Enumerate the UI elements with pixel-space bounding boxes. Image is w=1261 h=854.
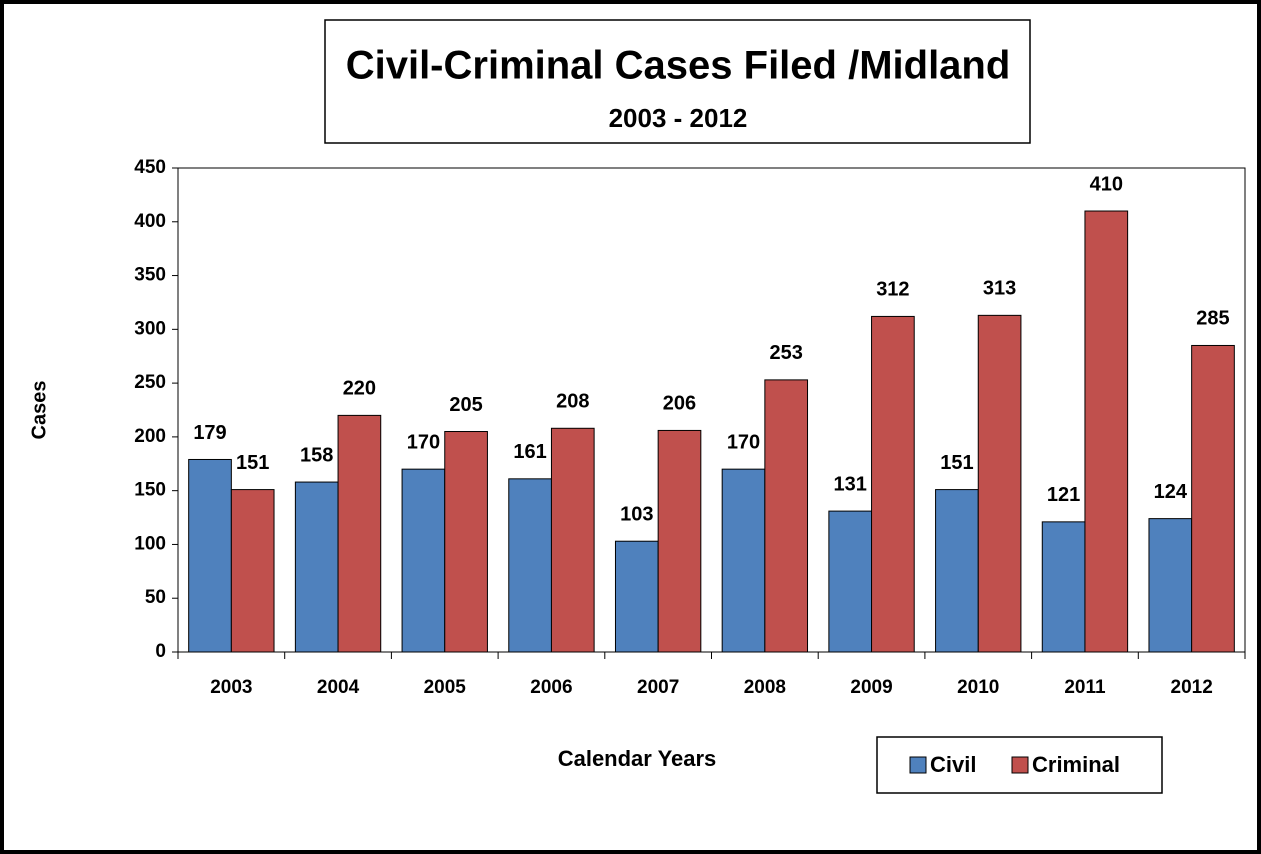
y-tick-label: 300	[134, 318, 166, 339]
data-label: 312	[876, 279, 909, 301]
data-label: 285	[1196, 308, 1229, 330]
legend-swatch	[1011, 756, 1029, 774]
bar	[188, 458, 232, 653]
y-tick-label: 200	[134, 426, 166, 447]
y-tick-label: 50	[145, 587, 166, 608]
bar	[977, 314, 1022, 653]
x-tick-label: 2011	[1064, 677, 1106, 698]
data-label: 410	[1090, 173, 1123, 195]
y-tick-label: 450	[134, 157, 166, 178]
data-label: 158	[300, 444, 333, 466]
x-tick-label: 2003	[210, 677, 252, 698]
data-label: 103	[620, 503, 653, 525]
x-axis-label: Calendar Years	[558, 746, 717, 771]
x-tick-label: 2012	[1171, 677, 1213, 698]
bar	[657, 429, 702, 653]
y-tick-label: 350	[134, 265, 166, 286]
y-tick-label: 100	[134, 533, 166, 554]
y-axis-label: Cases	[28, 381, 50, 440]
bar	[721, 468, 766, 653]
x-tick-label: 2007	[637, 677, 679, 698]
bar	[935, 489, 979, 653]
legend-label: Civil	[930, 752, 976, 777]
bar	[764, 379, 809, 653]
y-tick-label: 400	[134, 211, 166, 232]
data-label: 121	[1047, 484, 1080, 506]
bar	[871, 315, 915, 653]
bar	[828, 510, 873, 653]
data-label: 179	[193, 422, 226, 444]
data-label: 253	[770, 342, 803, 364]
bar	[1084, 210, 1129, 653]
data-label: 208	[556, 391, 589, 413]
data-label: 220	[343, 378, 376, 400]
chart-subtitle: 2003 - 2012	[609, 103, 748, 133]
data-label: 124	[1154, 481, 1188, 503]
bar	[1148, 518, 1193, 653]
legend-label: Criminal	[1032, 752, 1120, 777]
bar	[230, 489, 275, 653]
data-label: 170	[727, 431, 760, 453]
data-label: 131	[834, 473, 867, 495]
bar	[614, 540, 659, 653]
y-tick-label: 0	[155, 641, 166, 662]
data-label: 205	[449, 394, 482, 416]
x-tick-label: 2010	[957, 677, 999, 698]
bar	[1191, 344, 1235, 653]
bar	[1041, 521, 1086, 653]
bar	[444, 431, 488, 653]
x-tick-label: 2005	[424, 677, 467, 698]
data-label: 170	[407, 431, 440, 453]
bar	[550, 427, 595, 653]
bar	[401, 468, 446, 653]
bar	[508, 478, 552, 653]
data-label: 161	[513, 441, 546, 463]
y-tick-label: 250	[134, 372, 166, 393]
x-tick-label: 2004	[317, 677, 360, 698]
bar	[294, 481, 339, 653]
legend-swatch	[909, 756, 927, 774]
data-label: 151	[940, 452, 973, 474]
x-tick-label: 2006	[530, 677, 572, 698]
bar	[337, 414, 382, 653]
x-tick-label: 2008	[744, 677, 786, 698]
x-tick-label: 2009	[850, 677, 892, 698]
data-label: 206	[663, 393, 696, 415]
data-label: 313	[983, 278, 1016, 300]
y-tick-label: 150	[134, 480, 166, 501]
chart-title: Civil-Criminal Cases Filed /Midland	[346, 44, 1011, 88]
title-box	[324, 19, 1031, 144]
data-label: 151	[236, 452, 269, 474]
